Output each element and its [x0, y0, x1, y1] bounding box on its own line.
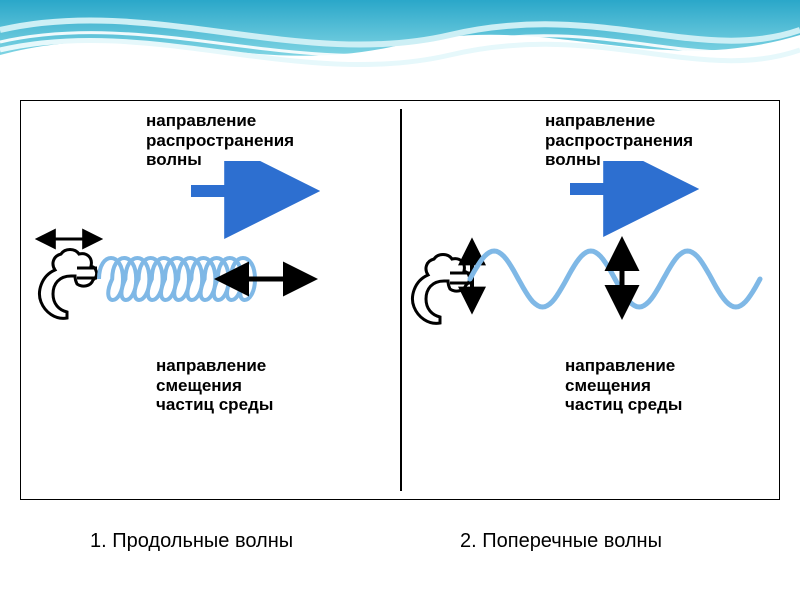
text-line: направление [156, 356, 266, 375]
text-line: смещения [156, 376, 242, 395]
text-line: направление [146, 111, 256, 130]
panel-longitudinal: направление распространения волны [21, 101, 400, 499]
hand-icon [40, 250, 97, 319]
caption-left: 1. Продольные волны [90, 530, 293, 553]
diagram-content: направление распространения волны [20, 100, 780, 500]
text-line: направление [565, 356, 675, 375]
text-line: направление [545, 111, 655, 130]
banner-decoration [0, 0, 800, 90]
text-line: частиц среды [565, 395, 682, 414]
caption-right: 2. Поперечные волны [460, 530, 662, 553]
longitudinal-diagram [21, 161, 401, 381]
text-line: частиц среды [156, 395, 273, 414]
left-bottom-label: направление смещения частиц среды [156, 356, 273, 415]
text-line: распространения [146, 131, 294, 150]
page: направление распространения волны [0, 0, 800, 600]
panel-transverse: направление распространения волны [400, 101, 779, 499]
sine-wave [470, 251, 760, 307]
transverse-diagram [400, 161, 780, 381]
right-bottom-label: направление смещения частиц среды [565, 356, 682, 415]
hand-icon [413, 255, 470, 324]
text-line: смещения [565, 376, 651, 395]
text-line: распространения [545, 131, 693, 150]
